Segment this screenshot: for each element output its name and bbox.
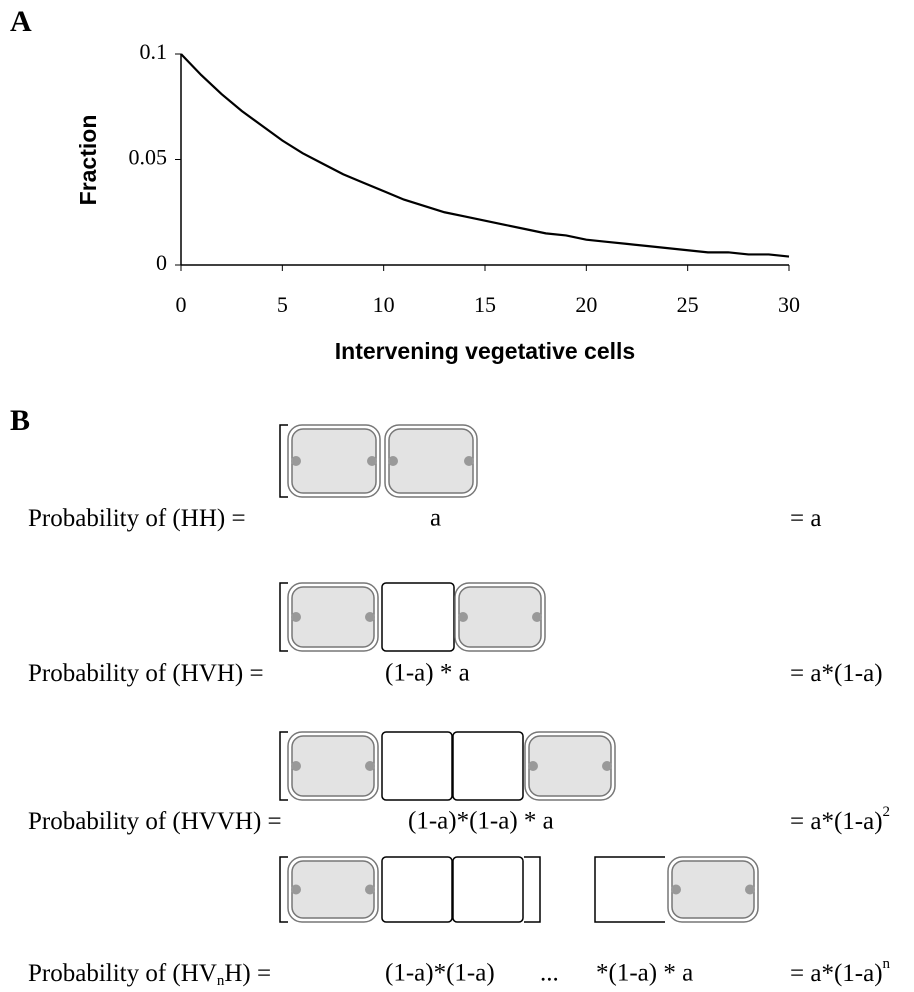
filament-end — [279, 582, 288, 652]
polar-nodule — [528, 761, 538, 771]
heterocyst — [458, 586, 542, 648]
polar-nodule — [532, 612, 542, 622]
probability-label: Probability of (HVnH) = — [28, 960, 271, 990]
expression: (1-a) * a — [385, 660, 470, 687]
filament-end — [279, 424, 288, 498]
heterocyst — [291, 735, 375, 797]
x-tick-label: 20 — [575, 292, 597, 317]
vegetative-cell — [381, 582, 455, 652]
superscript: 2 — [883, 804, 891, 820]
vegetative-cell — [452, 856, 524, 923]
heterocyst — [291, 586, 375, 648]
label-part: Probability of (HH) = — [28, 505, 246, 532]
polar-nodule — [291, 761, 301, 771]
y-axis-label: Fraction — [75, 115, 101, 206]
expression: *(1-a) * a — [596, 960, 693, 987]
polar-nodule — [458, 612, 468, 622]
probability-label: Probability of (HVVH) = — [28, 808, 282, 835]
result: = a*(1-a) — [790, 660, 883, 687]
x-tick-label: 5 — [277, 292, 288, 317]
expression: (1-a)*(1-a) — [385, 960, 495, 987]
label-part: Probability of (HV — [28, 960, 217, 987]
x-tick-label: 30 — [778, 292, 800, 317]
vegetative-cell — [381, 856, 453, 923]
filament-end — [279, 856, 288, 923]
probability-label: Probability of (HH) = — [28, 505, 246, 532]
vegetative-cell — [452, 731, 524, 801]
polar-nodule — [464, 456, 474, 466]
x-tick-label: 10 — [373, 292, 395, 317]
panel-label: A — [10, 5, 32, 38]
polar-nodule — [367, 456, 377, 466]
polar-nodule — [291, 612, 301, 622]
subscript: n — [217, 973, 225, 989]
x-tick-label: 25 — [677, 292, 699, 317]
heterocyst — [388, 428, 474, 494]
result: = a*(1-a)n — [790, 956, 891, 986]
heterocyst — [528, 735, 612, 797]
result-part: = a*(1-a) — [790, 660, 883, 687]
label-part: Probability of (HVH) = — [28, 660, 264, 687]
polar-nodule — [291, 884, 301, 895]
vegetative-cell — [381, 731, 453, 801]
polar-nodule — [291, 456, 301, 466]
y-tick-label: 0.05 — [129, 145, 168, 170]
label-part: Probability of (HVVH) = — [28, 808, 282, 835]
x-tick-label: 15 — [474, 292, 496, 317]
open-cell — [594, 856, 665, 923]
probability-label: Probability of (HVH) = — [28, 660, 264, 687]
open-cell — [524, 856, 541, 923]
result: = a — [790, 505, 821, 532]
x-tick-label: 0 — [176, 292, 187, 317]
polar-nodule — [365, 884, 375, 895]
data-line — [180, 53, 790, 258]
expression: ... — [540, 960, 559, 987]
heterocyst — [291, 428, 377, 494]
heterocyst — [291, 860, 375, 919]
label-part: H) = — [224, 960, 271, 987]
polar-nodule — [365, 612, 375, 622]
polar-nodule — [671, 884, 681, 895]
expression: (1-a)*(1-a) * a — [408, 808, 554, 835]
panel-label: B — [10, 404, 30, 437]
y-tick-label: 0.1 — [140, 39, 168, 64]
x-axis-label: Intervening vegetative cells — [335, 338, 635, 364]
expression: a — [430, 505, 441, 532]
superscript: n — [883, 956, 891, 972]
polar-nodule — [388, 456, 398, 466]
polar-nodule — [365, 761, 375, 771]
result: = a*(1-a)2 — [790, 804, 890, 834]
y-tick-label: 0 — [156, 250, 167, 275]
result-part: = a*(1-a) — [790, 960, 883, 987]
polar-nodule — [602, 761, 612, 771]
heterocyst — [671, 860, 755, 919]
result-part: = a — [790, 505, 821, 532]
filament-end — [279, 731, 288, 801]
result-part: = a*(1-a) — [790, 808, 883, 835]
polar-nodule — [745, 884, 755, 895]
